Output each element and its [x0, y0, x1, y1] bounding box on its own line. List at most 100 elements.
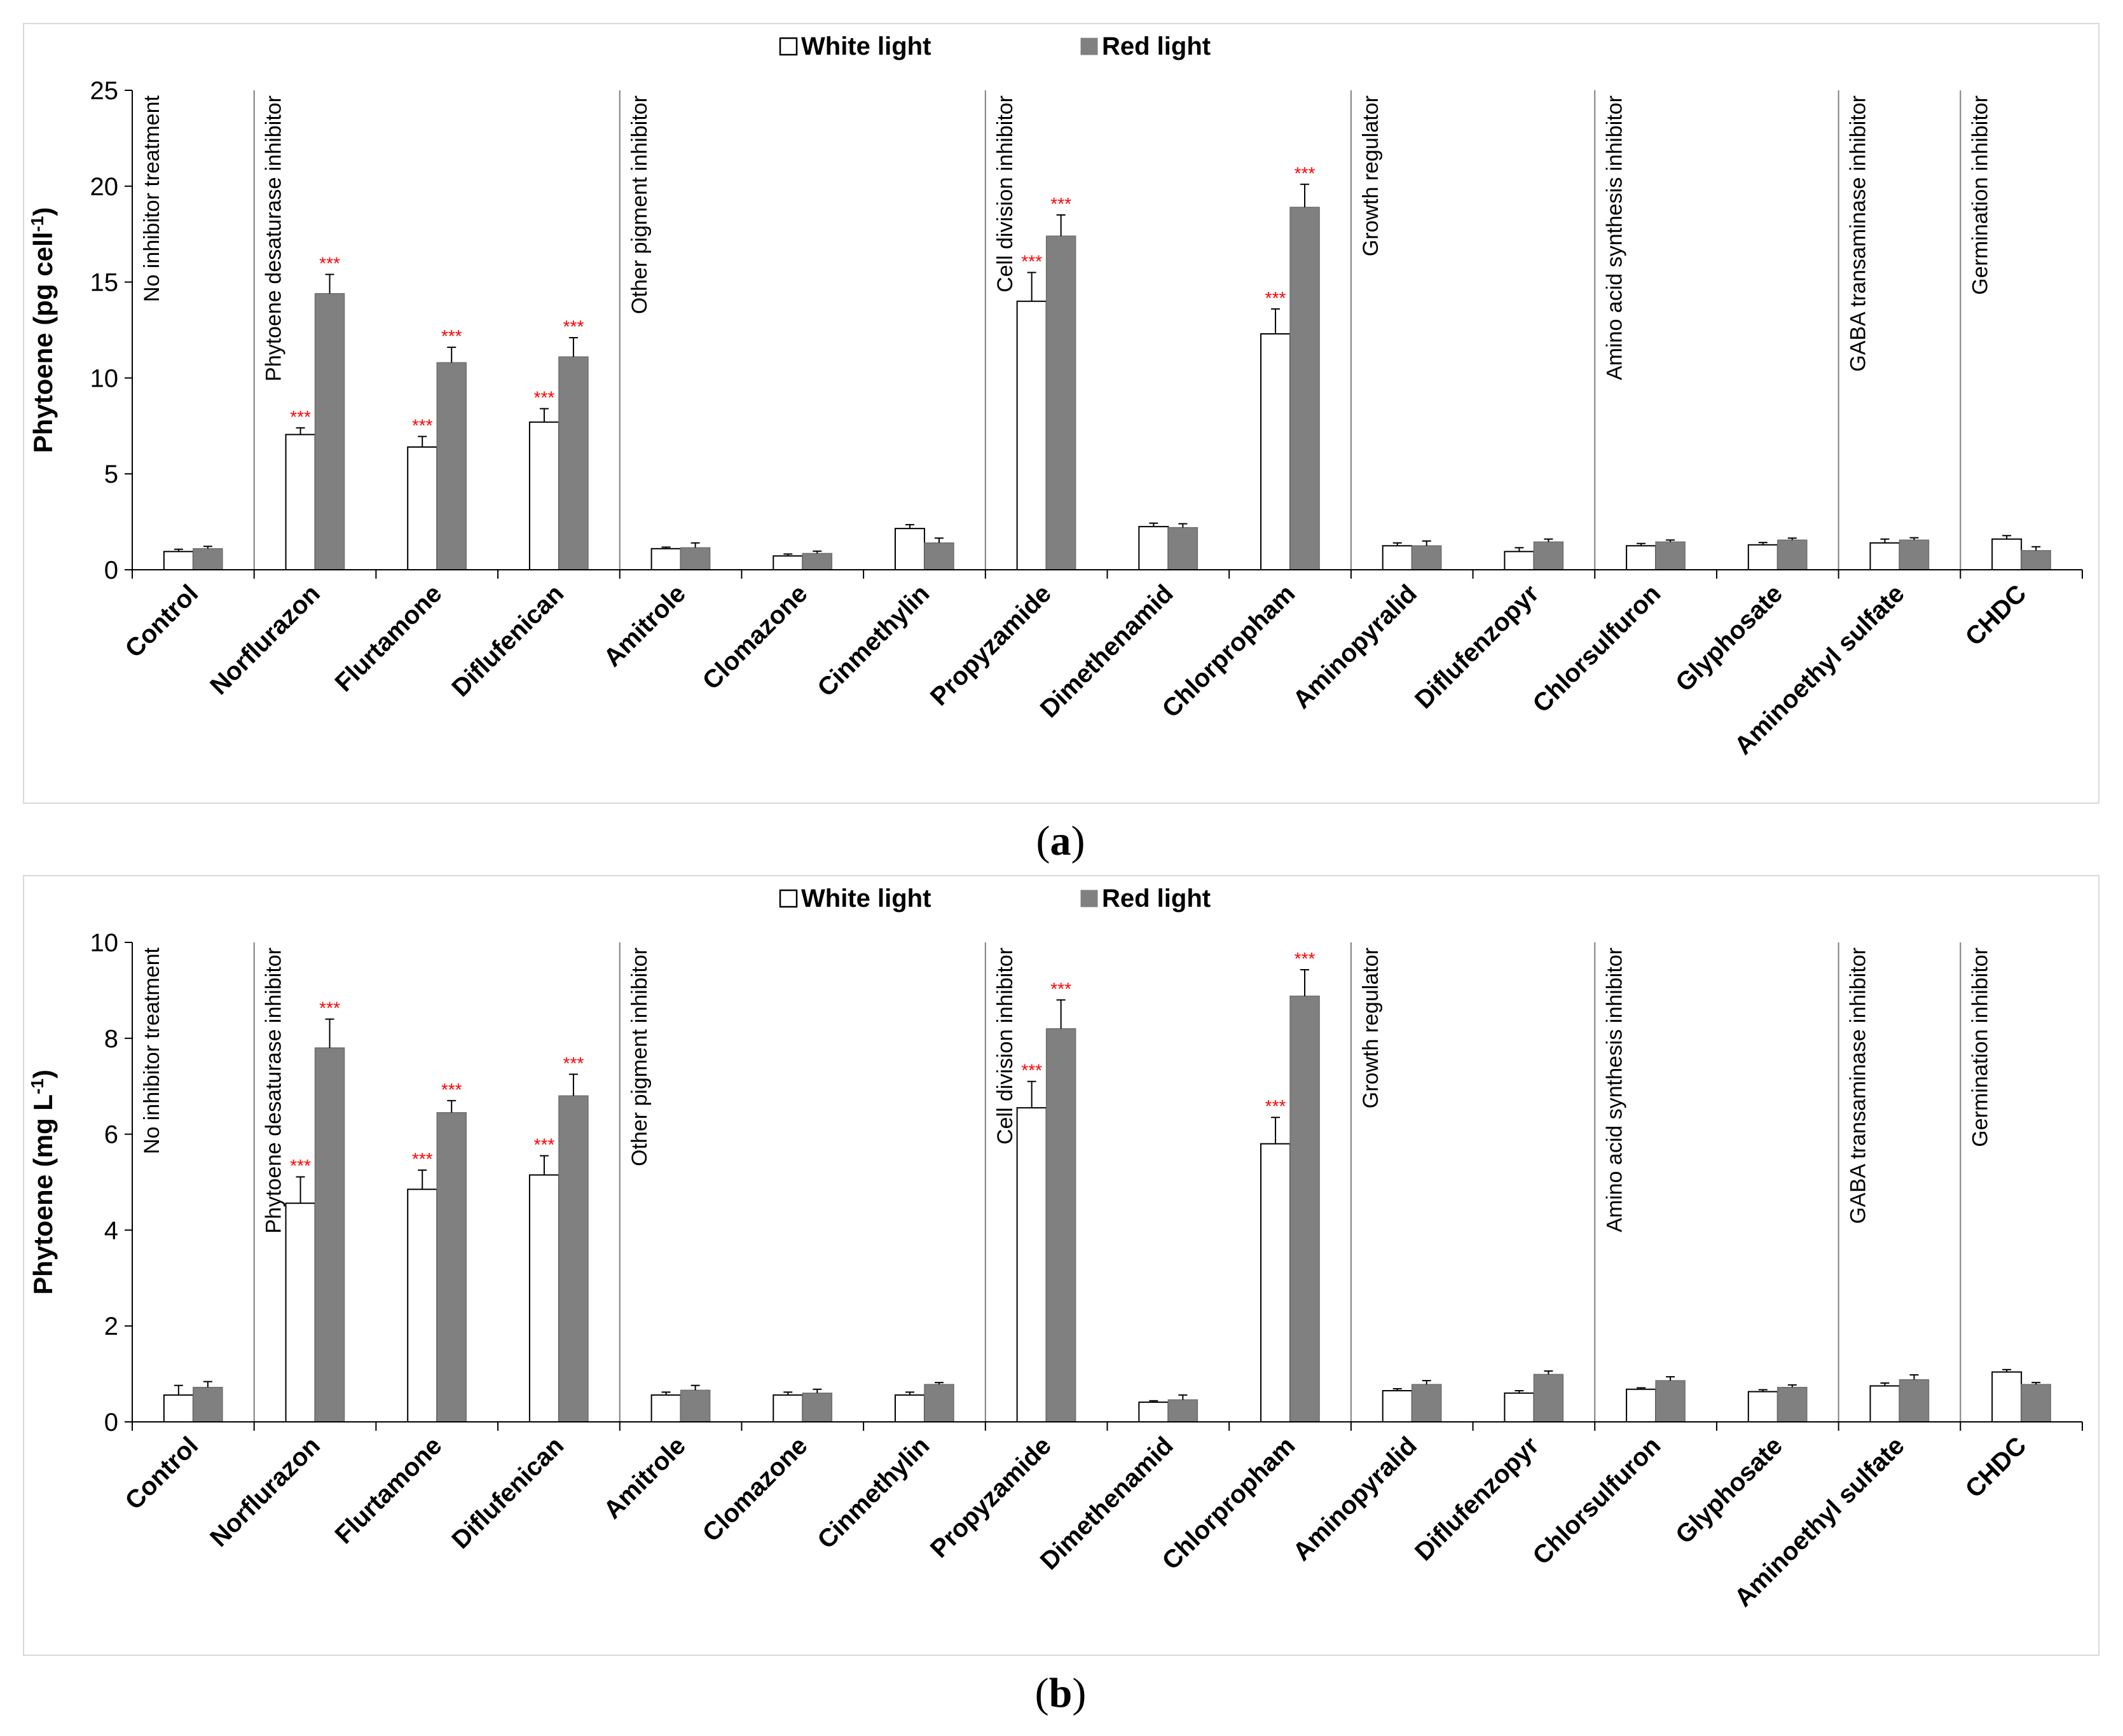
legend-white-label: White light	[801, 32, 931, 60]
bar-red-norflurazon	[314, 293, 345, 570]
x-category-label: Propyzamide	[925, 1431, 1057, 1563]
bar-white-chlorpropham	[1260, 1143, 1291, 1423]
y-tick-label: 10	[90, 364, 119, 392]
x-category-label: Diflufenican	[446, 1431, 569, 1554]
bar-red-amitrole	[680, 1389, 711, 1423]
group-label: No inhibitor treatment	[140, 95, 164, 302]
y-tick-label: 8	[104, 1025, 118, 1053]
bar-red-dimethenamid	[1167, 1399, 1199, 1423]
bar-red-cinmethylin	[924, 542, 954, 570]
x-category-label: Clomazone	[697, 579, 813, 695]
significance-marker-white: ***	[534, 388, 555, 408]
bar-white-propyzamide	[1016, 300, 1047, 570]
bar-red-flurtamone	[436, 362, 467, 570]
legend-red-swatch	[1080, 890, 1098, 907]
y-axis-label: Phytoene (mg L-1)	[27, 1070, 58, 1295]
bar-white-clomazone	[773, 1394, 804, 1423]
x-category-label: Chlorpropham	[1157, 1431, 1300, 1575]
bar-red-clomazone	[802, 1393, 833, 1423]
x-category-label: Chlorsulfuron	[1527, 1431, 1666, 1570]
bar-red-chlorpropham	[1289, 995, 1320, 1423]
group-label: Growth regulator	[1359, 95, 1383, 256]
legend-white-swatch	[779, 889, 798, 908]
significance-marker-white: ***	[1265, 288, 1286, 308]
bar-white-chdc	[1991, 1371, 2023, 1423]
y-tick-label: 0	[104, 1409, 118, 1436]
bar-red-diflufenzopyr	[1533, 541, 1564, 570]
significance-marker-red: ***	[1050, 979, 1071, 998]
bar-red-diflufenzopyr	[1533, 1374, 1564, 1423]
group-label: Growth regulator	[1359, 947, 1383, 1108]
x-category-label: Flurtamone	[329, 579, 447, 697]
chart-b: White light Red light *** *** *** *** *** *** **…	[27, 885, 2083, 1612]
bar-red-chlorpropham	[1289, 207, 1320, 570]
x-category-label: Diflufenzopyr	[1410, 1431, 1544, 1566]
bar-white-glyphosate	[1747, 1391, 1778, 1423]
bar-red-flurtamone	[436, 1112, 467, 1423]
legend-red-label: Red light	[1102, 32, 1211, 60]
bar-red-chlorsulfuron	[1655, 541, 1686, 570]
x-category-label: Aminopyralid	[1288, 1431, 1422, 1566]
bar-white-diflufenican	[528, 421, 560, 570]
significance-marker-red: ***	[1295, 949, 1316, 968]
bar-red-diflufenican	[558, 1095, 589, 1423]
group-label: Cell division inhibitor	[993, 947, 1017, 1145]
legend-a: White light Red light	[779, 32, 1211, 60]
significance-marker-red: ***	[319, 254, 340, 273]
bar-red-control	[193, 1386, 223, 1423]
significance-marker-white: ***	[1021, 252, 1042, 272]
x-category-label: Control	[120, 1431, 204, 1515]
bar-white-chdc	[1991, 538, 2023, 571]
significance-marker-red: ***	[441, 1080, 462, 1099]
x-category-label: Chlorsulfuron	[1527, 579, 1666, 718]
bar-white-propyzamide	[1016, 1107, 1047, 1423]
significance-marker-white: ***	[1265, 1096, 1286, 1116]
significance-marker-red: ***	[441, 326, 462, 346]
x-category-label: Norflurazon	[205, 579, 326, 700]
chart-a: White light Red light *** *** *** *** *** *** **…	[27, 32, 2083, 760]
legend-white-swatch	[779, 37, 798, 56]
bar-white-aminoethyl-sulfate	[1869, 542, 1900, 570]
significance-marker-white: ***	[290, 407, 311, 427]
x-category-label: Aminopyralid	[1288, 579, 1422, 714]
bar-red-chdc	[2021, 550, 2051, 570]
bar-red-aminopyralid	[1411, 545, 1442, 570]
y-tick-label: 25	[90, 77, 119, 105]
bar-red-dimethenamid	[1167, 527, 1199, 570]
group-label: Cell division inhibitor	[993, 95, 1017, 293]
x-category-label: Cinmethylin	[812, 579, 935, 702]
bar-white-aminopyralid	[1382, 545, 1413, 570]
legend-red-label: Red light	[1102, 885, 1211, 913]
bar-white-glyphosate	[1747, 544, 1778, 570]
bar-white-chlorsulfuron	[1626, 545, 1657, 570]
bar-white-control	[163, 551, 194, 571]
x-category-label: Dimethenamid	[1035, 1431, 1179, 1575]
legend-b: White light Red light	[779, 885, 1211, 913]
bar-white-dimethenamid	[1138, 1402, 1169, 1423]
significance-marker-white: ***	[290, 1156, 311, 1176]
panel-label-b: (b)	[1034, 1670, 1087, 1716]
bar-white-diflufenican	[528, 1174, 560, 1423]
y-tick-label: 5	[104, 460, 118, 488]
x-category-label: Glyphosate	[1670, 579, 1788, 697]
bar-white-norflurazon	[285, 1202, 316, 1423]
bar-red-glyphosate	[1777, 1386, 1808, 1423]
legend-red-swatch	[1080, 38, 1098, 55]
bar-red-chlorsulfuron	[1655, 1380, 1686, 1423]
y-tick-label: 10	[90, 929, 119, 957]
x-category-label: Clomazone	[697, 1431, 813, 1547]
x-category-label: Cinmethylin	[812, 1431, 935, 1554]
bar-white-flurtamone	[407, 446, 438, 571]
legend-white-label: White light	[801, 885, 931, 913]
bar-white-cinmethylin	[894, 1394, 925, 1423]
x-category-label: Dimethenamid	[1035, 579, 1179, 723]
group-label: Phytoene desaturase inhibitor	[262, 947, 286, 1234]
group-label: Germination inhibitor	[1968, 947, 1992, 1147]
y-tick-label: 6	[104, 1121, 118, 1149]
significance-marker-red: ***	[1295, 163, 1316, 183]
bar-white-dimethenamid	[1138, 526, 1169, 571]
bar-red-amitrole	[680, 547, 711, 570]
x-category-label: Diflufenican	[446, 579, 569, 702]
y-tick-label: 20	[90, 173, 119, 201]
bar-red-aminoethyl-sulfate	[1899, 539, 1930, 570]
